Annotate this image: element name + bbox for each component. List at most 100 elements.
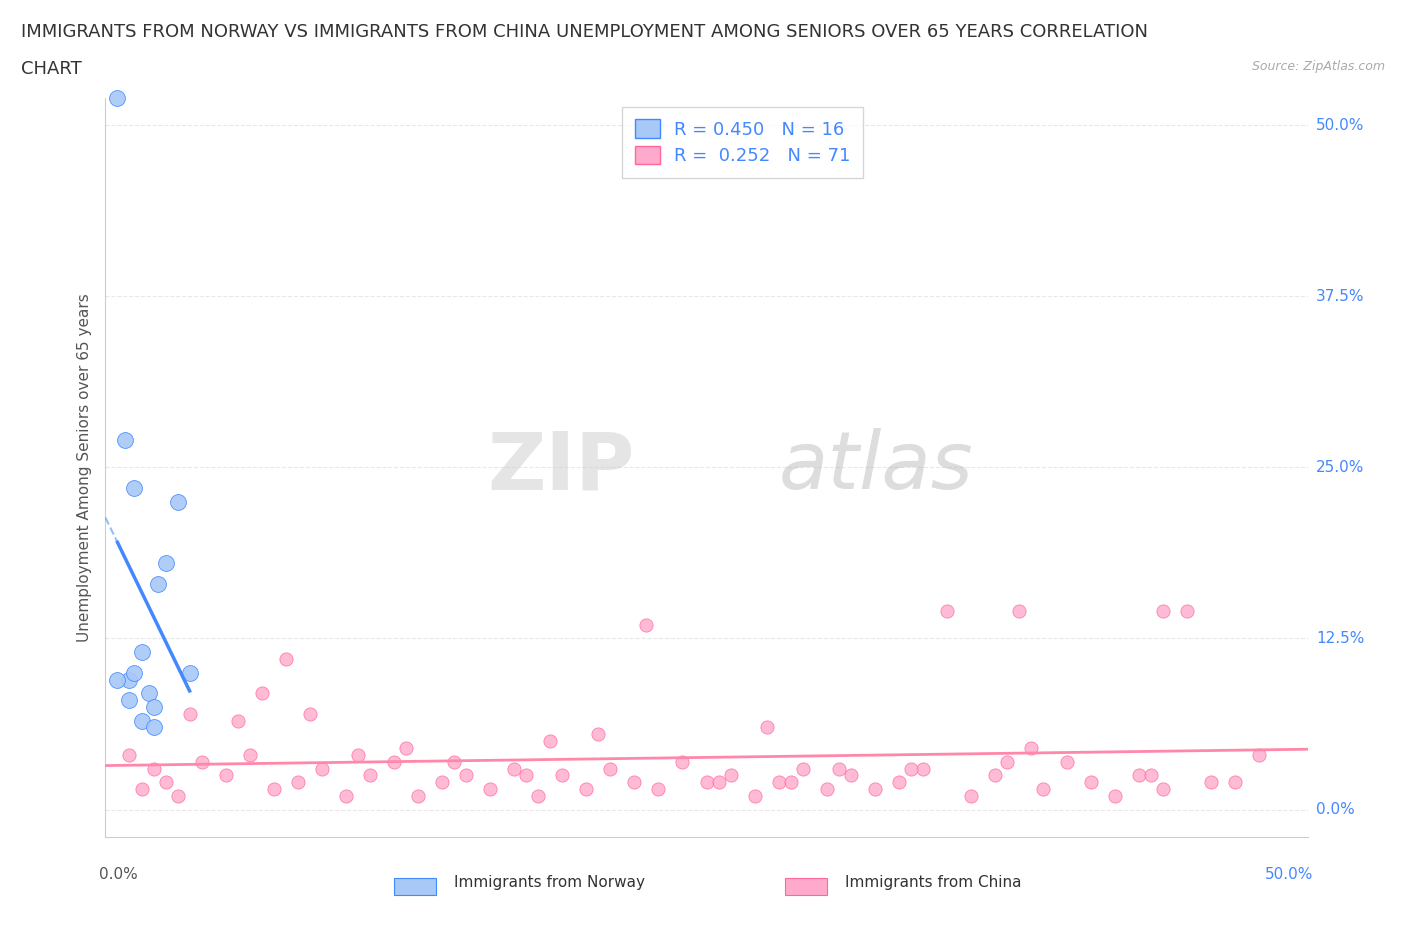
- Text: 12.5%: 12.5%: [1316, 631, 1364, 646]
- Point: [166, 494, 188, 509]
- Point: [538, 734, 561, 749]
- Point: [298, 707, 321, 722]
- Point: [636, 618, 658, 632]
- FancyBboxPatch shape: [394, 879, 436, 895]
- Point: [142, 699, 165, 714]
- Point: [588, 727, 610, 742]
- Point: [1019, 740, 1042, 755]
- Point: [114, 432, 136, 447]
- Point: [138, 685, 160, 700]
- Point: [124, 665, 146, 680]
- Point: [179, 665, 201, 680]
- Point: [936, 604, 959, 618]
- Point: [995, 754, 1018, 769]
- Point: [1152, 604, 1174, 618]
- Point: [779, 775, 801, 790]
- Text: CHART: CHART: [21, 60, 82, 78]
- Text: 0.0%: 0.0%: [1316, 802, 1354, 817]
- Point: [1140, 768, 1163, 783]
- Point: [1175, 604, 1198, 618]
- Point: [1128, 768, 1150, 783]
- Text: 0.0%: 0.0%: [100, 867, 138, 882]
- Point: [839, 768, 862, 783]
- Point: [454, 768, 477, 783]
- Point: [239, 748, 262, 763]
- Point: [828, 761, 851, 776]
- Point: [124, 481, 146, 496]
- Point: [744, 789, 766, 804]
- Legend: R = 0.450   N = 16, R =  0.252   N = 71: R = 0.450 N = 16, R = 0.252 N = 71: [621, 107, 863, 178]
- Point: [118, 748, 141, 763]
- Text: atlas: atlas: [779, 429, 973, 506]
- Point: [131, 713, 153, 728]
- Point: [479, 781, 502, 796]
- Point: [1056, 754, 1078, 769]
- Point: [863, 781, 886, 796]
- Point: [155, 775, 177, 790]
- Point: [1104, 789, 1126, 804]
- Point: [190, 754, 212, 769]
- Point: [551, 768, 574, 783]
- FancyBboxPatch shape: [785, 879, 827, 895]
- Point: [575, 781, 598, 796]
- Point: [1249, 748, 1271, 763]
- Point: [155, 556, 177, 571]
- Point: [887, 775, 910, 790]
- Point: [263, 781, 285, 796]
- Point: [443, 754, 465, 769]
- Text: 50.0%: 50.0%: [1265, 867, 1313, 882]
- Point: [287, 775, 309, 790]
- Point: [503, 761, 526, 776]
- Point: [527, 789, 550, 804]
- Point: [707, 775, 730, 790]
- Point: [815, 781, 838, 796]
- Point: [382, 754, 405, 769]
- Point: [131, 644, 153, 659]
- Text: 25.0%: 25.0%: [1316, 459, 1364, 475]
- Point: [768, 775, 790, 790]
- Text: 50.0%: 50.0%: [1316, 117, 1364, 133]
- Point: [107, 90, 129, 105]
- Point: [1152, 781, 1174, 796]
- Point: [599, 761, 621, 776]
- Point: [647, 781, 669, 796]
- Point: [395, 740, 418, 755]
- Point: [142, 720, 165, 735]
- Point: [118, 693, 141, 708]
- Point: [359, 768, 381, 783]
- Point: [406, 789, 429, 804]
- Point: [311, 761, 333, 776]
- Text: Immigrants from China: Immigrants from China: [845, 875, 1021, 890]
- Point: [250, 685, 273, 700]
- Point: [179, 707, 201, 722]
- Point: [671, 754, 693, 769]
- Point: [118, 672, 141, 687]
- Text: IMMIGRANTS FROM NORWAY VS IMMIGRANTS FROM CHINA UNEMPLOYMENT AMONG SENIORS OVER : IMMIGRANTS FROM NORWAY VS IMMIGRANTS FRO…: [21, 23, 1149, 41]
- Point: [623, 775, 645, 790]
- Point: [226, 713, 249, 728]
- Text: 37.5%: 37.5%: [1316, 288, 1364, 304]
- Point: [107, 672, 129, 687]
- Point: [274, 652, 297, 667]
- Point: [335, 789, 357, 804]
- Point: [148, 577, 170, 591]
- Point: [720, 768, 742, 783]
- Y-axis label: Unemployment Among Seniors over 65 years: Unemployment Among Seniors over 65 years: [77, 293, 93, 642]
- Text: Immigrants from Norway: Immigrants from Norway: [454, 875, 645, 890]
- Point: [696, 775, 718, 790]
- Point: [131, 781, 153, 796]
- Point: [1201, 775, 1223, 790]
- Point: [1008, 604, 1031, 618]
- Point: [1225, 775, 1247, 790]
- Point: [1080, 775, 1102, 790]
- Text: Source: ZipAtlas.com: Source: ZipAtlas.com: [1251, 60, 1385, 73]
- Point: [430, 775, 453, 790]
- Point: [515, 768, 537, 783]
- Point: [347, 748, 370, 763]
- Point: [166, 789, 188, 804]
- Point: [960, 789, 983, 804]
- Point: [792, 761, 814, 776]
- Point: [142, 761, 165, 776]
- Point: [911, 761, 934, 776]
- Point: [900, 761, 922, 776]
